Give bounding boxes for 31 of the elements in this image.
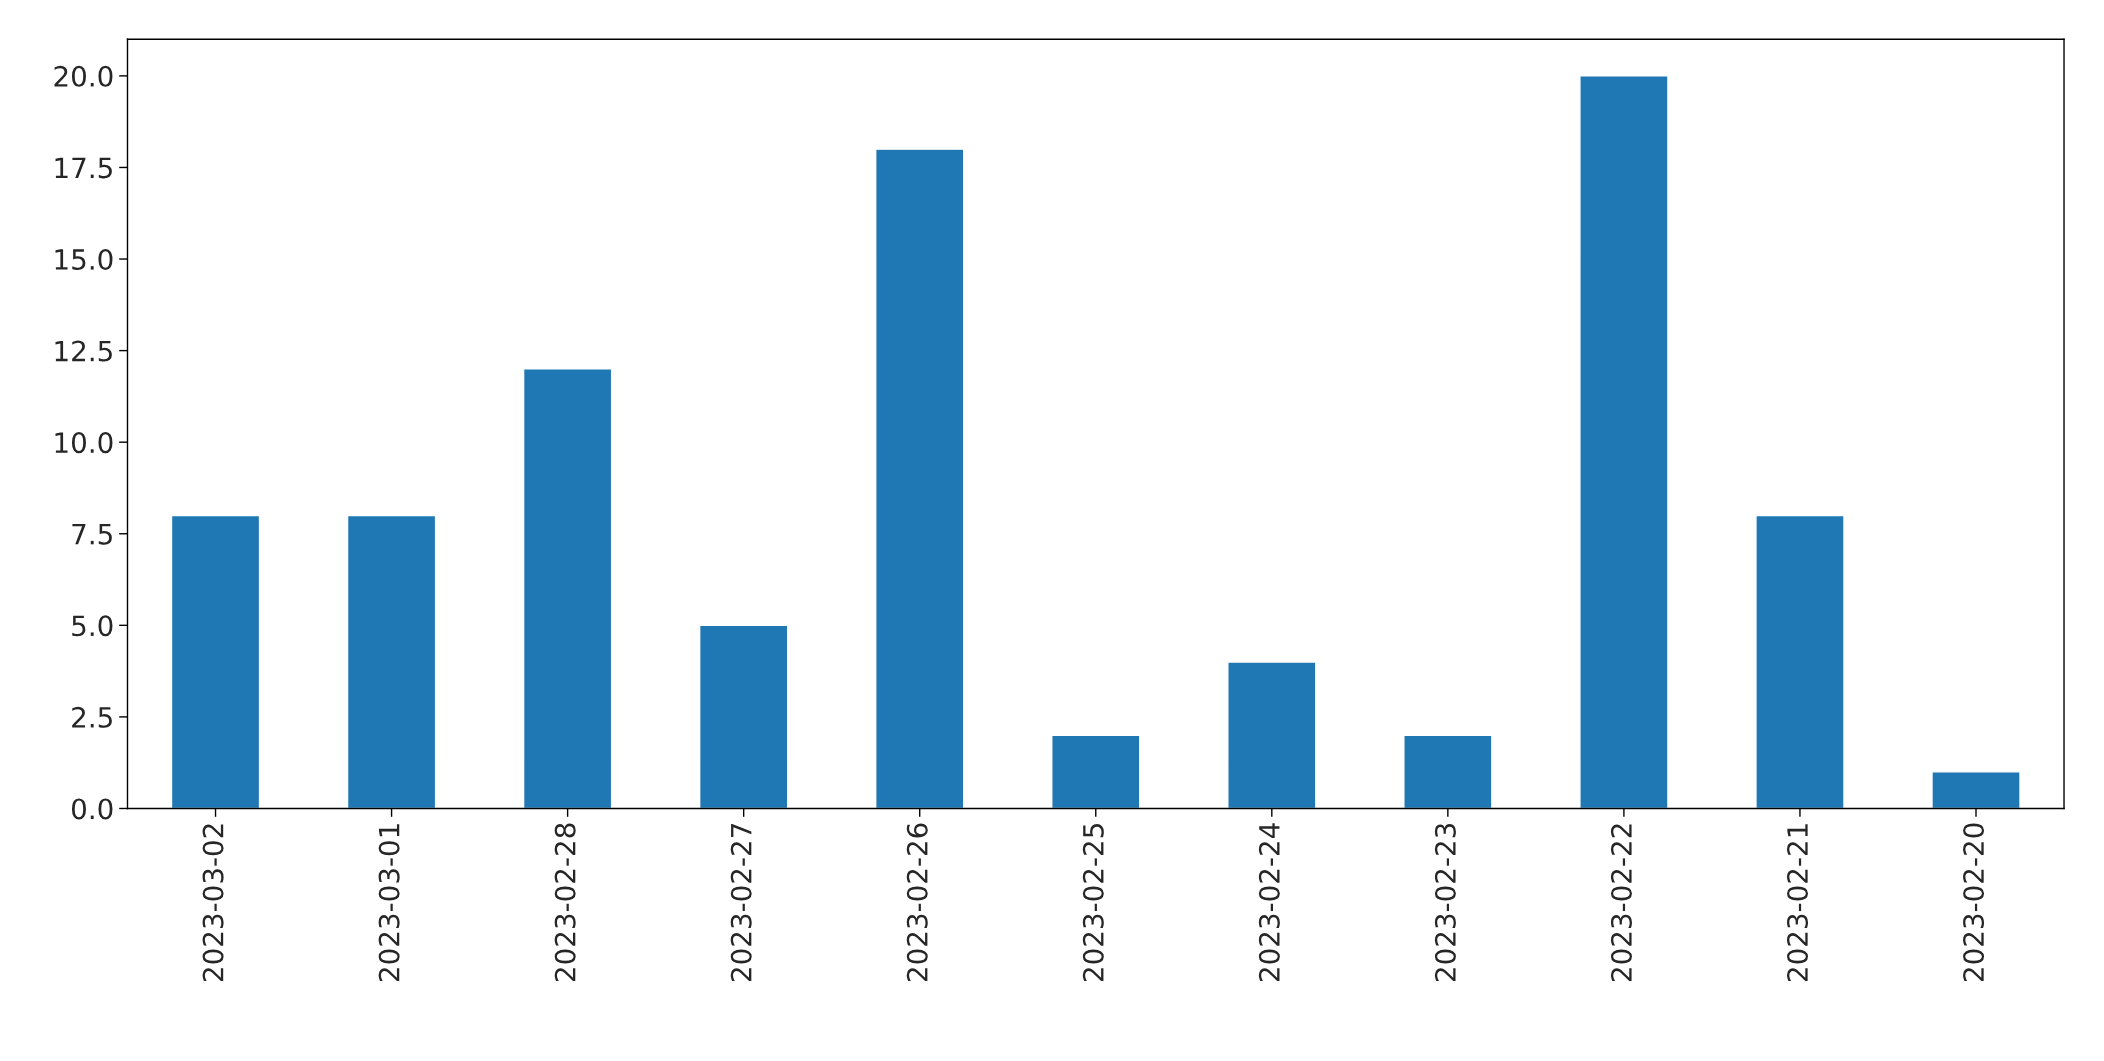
y-tick-label: 17.5 (55, 157, 112, 179)
x-tick-label: 2023-02-26 (906, 823, 928, 982)
y-tick-label: 2.5 (72, 706, 112, 728)
bar (346, 514, 437, 809)
y-tick-label: 7.5 (72, 524, 112, 545)
y-tick-label: 5.0 (72, 615, 113, 637)
bar (1931, 771, 2021, 809)
x-tick-label: 2023-02-25 (1082, 824, 1104, 982)
bar (170, 514, 261, 809)
x-tick-label: 2023-02-22 (1610, 824, 1632, 982)
x-tick-label: 2023-02-24 (1258, 823, 1280, 982)
bar (698, 624, 789, 809)
x-tick-label: 2023-02-28 (554, 823, 576, 982)
y-tick-label: 15.0 (55, 248, 113, 270)
x-tick-label: 2023-02-23 (1434, 823, 1456, 982)
y-tick-label: 20.0 (54, 65, 113, 87)
bar (1579, 75, 1669, 809)
y-tick-label: 0.0 (71, 798, 113, 820)
bar (1051, 734, 1141, 809)
bar (1403, 734, 1493, 809)
x-tick-label: 2023-03-02 (202, 824, 224, 982)
y-tick-label: 10.0 (55, 432, 113, 454)
x-tick-label: 2023-03-01 (378, 824, 400, 982)
x-tick-label: 2023-02-21 (1787, 824, 1809, 982)
x-tick-label: 2023-02-27 (730, 824, 752, 982)
bar (875, 148, 965, 809)
bar (1755, 514, 1845, 809)
bar (1227, 661, 1317, 809)
x-tick-label: 2023-02-20 (1963, 823, 1985, 982)
bar (522, 368, 613, 809)
y-tick-label: 12.5 (55, 340, 112, 362)
